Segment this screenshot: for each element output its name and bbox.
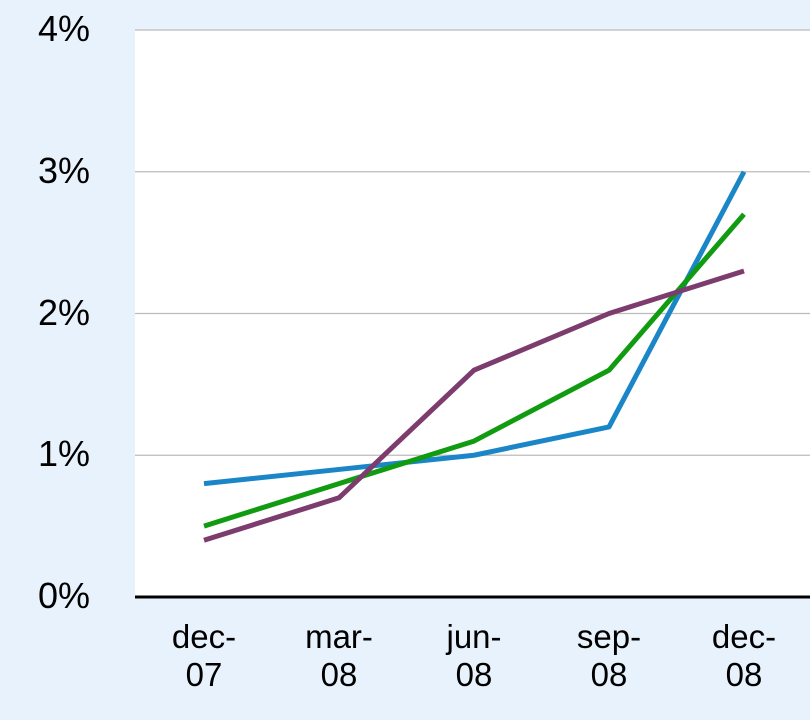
x-tick-label: jun-08 <box>446 618 502 693</box>
x-tick-label: dec-07 <box>171 618 237 693</box>
y-tick-label: 3% <box>37 149 90 191</box>
y-tick-label: 2% <box>37 291 90 333</box>
x-tick-label: mar-08 <box>305 618 373 693</box>
series-line <box>203 268 745 543</box>
y-tick-label: 1% <box>37 433 90 475</box>
series-line <box>203 212 746 529</box>
x-tick-label: sep-08 <box>576 618 642 693</box>
y-tick-label: 4% <box>37 8 90 49</box>
x-tick-label: dec-08 <box>711 618 777 693</box>
y-tick-label: 0% <box>37 575 90 616</box>
series-line <box>203 170 747 487</box>
